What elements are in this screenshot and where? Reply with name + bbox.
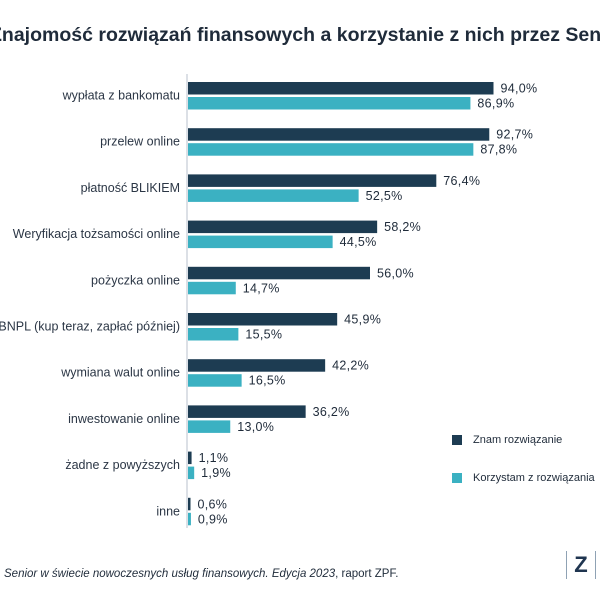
category-label: wymiana walut online bbox=[60, 366, 180, 380]
bar-known bbox=[188, 359, 326, 372]
legend-swatch-known bbox=[452, 435, 462, 445]
bar-known bbox=[188, 497, 191, 511]
value-label: 44,5% bbox=[340, 235, 377, 249]
bar-used bbox=[188, 328, 239, 341]
brand-logo: Z bbox=[566, 551, 596, 579]
category-label: żadne z powyższych bbox=[65, 458, 180, 472]
value-label: 15,5% bbox=[245, 328, 282, 342]
bar-known bbox=[188, 174, 437, 187]
bar-known bbox=[188, 405, 306, 418]
value-label: 87,8% bbox=[480, 143, 517, 157]
bar-used bbox=[188, 281, 236, 295]
bar-known bbox=[188, 128, 490, 141]
source-title: Senior w świecie nowoczesnych usług fina… bbox=[4, 568, 336, 580]
bar-used bbox=[188, 466, 195, 480]
value-label: 1,1% bbox=[199, 451, 229, 465]
bar-used bbox=[188, 235, 333, 249]
category-label: wypłata z bankomatu bbox=[62, 89, 180, 103]
legend: Znam rozwiązanie Korzystam z rozwiązania bbox=[452, 433, 595, 485]
bar-used bbox=[188, 189, 359, 202]
value-label: 14,7% bbox=[243, 281, 280, 295]
bar-known bbox=[188, 451, 192, 465]
bar-used bbox=[188, 97, 471, 110]
value-label: 16,5% bbox=[249, 374, 286, 388]
category-label: inwestowanie online bbox=[68, 412, 180, 426]
chart-title: Znajomość rozwiązań finansowych a korzys… bbox=[0, 24, 600, 46]
bar-known bbox=[188, 266, 370, 280]
value-label: 58,2% bbox=[384, 220, 421, 234]
category-label: inne bbox=[156, 504, 180, 518]
bar-used bbox=[188, 143, 474, 156]
value-label: 42,2% bbox=[332, 359, 369, 373]
value-label: 86,9% bbox=[477, 97, 514, 111]
source-suffix: , raport ZPF. bbox=[335, 568, 399, 580]
bar-known bbox=[188, 82, 494, 95]
legend-item-used: Korzystam z rozwiązania bbox=[452, 471, 595, 485]
legend-label-known: Znam rozwiązanie bbox=[473, 434, 563, 446]
value-label: 36,2% bbox=[313, 405, 350, 419]
value-label: 52,5% bbox=[366, 189, 403, 203]
bar-known bbox=[188, 313, 338, 326]
legend-item-known: Znam rozwiązanie bbox=[452, 433, 595, 447]
value-label: 0,9% bbox=[198, 512, 228, 526]
legend-swatch-used bbox=[452, 473, 462, 483]
category-label: przelew online bbox=[100, 135, 180, 149]
value-label: 1,9% bbox=[201, 466, 231, 480]
category-label: płatność BLIKIEM bbox=[81, 181, 180, 195]
category-label: pożyczka online bbox=[91, 273, 180, 287]
value-label: 56,0% bbox=[377, 266, 414, 280]
bar-used bbox=[188, 374, 242, 387]
value-label: 94,0% bbox=[501, 82, 538, 96]
bar-used bbox=[188, 512, 191, 526]
category-label: Weryfikacja tożsamości online bbox=[13, 227, 180, 241]
legend-label-used: Korzystam z rozwiązania bbox=[473, 472, 595, 484]
value-label: 0,6% bbox=[198, 497, 228, 511]
source-note: Senior w świecie nowoczesnych usług fina… bbox=[4, 568, 398, 580]
bar-known bbox=[188, 220, 378, 234]
value-label: 92,7% bbox=[496, 128, 533, 142]
bar-used bbox=[188, 420, 231, 433]
category-label: BNPL (kup teraz, zapłać później) bbox=[0, 320, 180, 334]
value-label: 76,4% bbox=[443, 174, 480, 188]
value-label: 13,0% bbox=[237, 420, 274, 434]
value-label: 45,9% bbox=[344, 313, 381, 327]
